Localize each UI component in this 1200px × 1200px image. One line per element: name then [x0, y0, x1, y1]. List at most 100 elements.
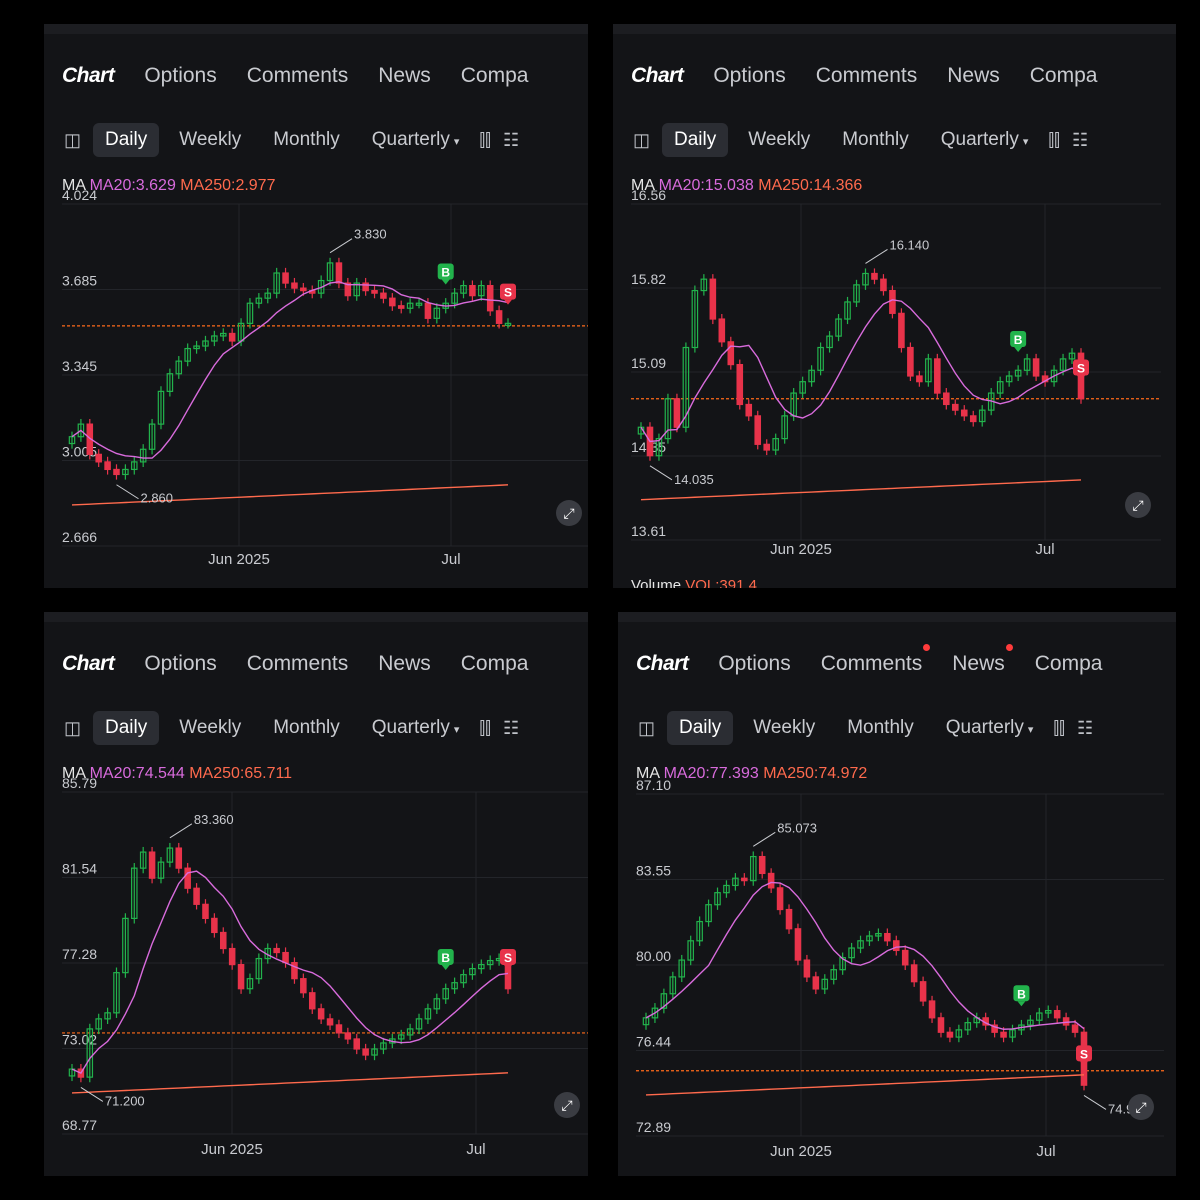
- candle[interactable]: [808, 369, 815, 383]
- candle[interactable]: [380, 292, 387, 299]
- candle[interactable]: [758, 855, 766, 875]
- candle[interactable]: [300, 287, 307, 292]
- candle[interactable]: [1050, 369, 1058, 383]
- candle[interactable]: [910, 964, 918, 983]
- candle[interactable]: [1000, 1031, 1007, 1038]
- candle[interactable]: [397, 305, 405, 309]
- candle[interactable]: [880, 278, 887, 292]
- expand-icon[interactable]: ⤢: [556, 500, 582, 526]
- candle[interactable]: [660, 993, 668, 1009]
- candle[interactable]: [139, 448, 147, 463]
- candle[interactable]: [763, 443, 771, 451]
- candle[interactable]: [255, 297, 263, 304]
- candle[interactable]: [469, 284, 476, 297]
- sell-marker[interactable]: S: [1076, 1045, 1092, 1067]
- candle[interactable]: [839, 957, 846, 971]
- tab-options[interactable]: Options: [144, 652, 216, 676]
- candlestick-icon[interactable]: ⫿⫿: [1053, 717, 1065, 738]
- candle[interactable]: [113, 972, 120, 1014]
- period-monthly[interactable]: Monthly: [830, 123, 921, 157]
- period-monthly[interactable]: Monthly: [261, 711, 352, 745]
- candle[interactable]: [785, 908, 793, 930]
- candle[interactable]: [380, 1042, 387, 1050]
- candle[interactable]: [749, 855, 757, 882]
- candle[interactable]: [835, 318, 842, 337]
- tab-comments[interactable]: Comments: [816, 64, 918, 88]
- candle[interactable]: [776, 887, 784, 911]
- candlestick-icon[interactable]: ⫿⫿: [479, 717, 491, 738]
- candle[interactable]: [433, 307, 441, 319]
- candle[interactable]: [857, 940, 864, 949]
- candle[interactable]: [682, 346, 690, 428]
- candle[interactable]: [960, 409, 968, 417]
- tab-news[interactable]: News: [952, 644, 1013, 676]
- candle[interactable]: [104, 1012, 111, 1020]
- candle[interactable]: [202, 903, 209, 919]
- candle[interactable]: [478, 964, 485, 970]
- tab-options[interactable]: Options: [718, 652, 790, 676]
- candle[interactable]: [406, 1028, 414, 1036]
- sell-marker[interactable]: S: [500, 948, 516, 970]
- candlestick-icon[interactable]: ⫿⫿: [1048, 129, 1060, 150]
- candle[interactable]: [219, 931, 227, 950]
- candle[interactable]: [415, 302, 423, 306]
- candle[interactable]: [964, 1022, 972, 1031]
- candle[interactable]: [442, 988, 449, 1000]
- candle[interactable]: [504, 322, 512, 326]
- candle[interactable]: [389, 297, 396, 307]
- candle[interactable]: [362, 282, 369, 292]
- candle[interactable]: [335, 1024, 343, 1034]
- period-weekly[interactable]: Weekly: [741, 711, 827, 745]
- candle[interactable]: [131, 867, 138, 919]
- candle[interactable]: [821, 978, 829, 990]
- candle[interactable]: [353, 1038, 361, 1050]
- candle[interactable]: [166, 847, 174, 863]
- candle[interactable]: [415, 1018, 423, 1030]
- candle[interactable]: [175, 360, 183, 375]
- candle[interactable]: [696, 920, 703, 942]
- candle[interactable]: [460, 974, 467, 984]
- candle[interactable]: [736, 363, 744, 406]
- candle[interactable]: [866, 935, 873, 942]
- candle[interactable]: [767, 872, 775, 889]
- candle[interactable]: [193, 887, 200, 905]
- candle[interactable]: [898, 312, 905, 349]
- candle[interactable]: [928, 1000, 936, 1019]
- sell-marker[interactable]: S: [1073, 359, 1089, 381]
- sell-marker[interactable]: S: [500, 283, 516, 305]
- candle[interactable]: [122, 468, 129, 476]
- tab-options[interactable]: Options: [144, 64, 216, 88]
- candle[interactable]: [1059, 358, 1067, 371]
- tab-chart[interactable]: Chart: [62, 64, 115, 88]
- buy-marker[interactable]: B: [1013, 985, 1030, 1007]
- expand-icon[interactable]: ⤢: [554, 1092, 580, 1118]
- candle[interactable]: [122, 917, 129, 974]
- candle[interactable]: [211, 917, 218, 934]
- candle[interactable]: [700, 278, 708, 292]
- candle[interactable]: [1009, 1029, 1016, 1038]
- period-quarterly[interactable]: Quarterly ▾: [934, 711, 1046, 745]
- period-weekly[interactable]: Weekly: [736, 123, 822, 157]
- candle[interactable]: [282, 951, 289, 964]
- candle[interactable]: [691, 289, 699, 349]
- tab-comments[interactable]: Comments: [247, 652, 349, 676]
- candle[interactable]: [718, 318, 726, 343]
- candle[interactable]: [916, 375, 923, 383]
- period-weekly[interactable]: Weekly: [167, 123, 253, 157]
- candle[interactable]: [741, 877, 748, 882]
- expand-icon[interactable]: ⤢: [1128, 1094, 1154, 1120]
- candle[interactable]: [844, 301, 851, 320]
- candle[interactable]: [451, 982, 458, 990]
- layout-toggle-icon[interactable]: ◫: [64, 717, 82, 738]
- candle[interactable]: [745, 403, 753, 417]
- candlestick-chart[interactable]: 85.79 81.54 77.28 73.02 68.77 Jun 2025 Jul 83.3…: [44, 612, 588, 1176]
- candle[interactable]: [139, 851, 147, 869]
- buy-marker[interactable]: B: [1010, 331, 1027, 353]
- candle[interactable]: [655, 438, 663, 457]
- grid-icon[interactable]: ☷: [502, 717, 520, 738]
- tab-news[interactable]: News: [378, 64, 431, 88]
- candle[interactable]: [131, 461, 138, 471]
- tab-compa[interactable]: Compa: [461, 652, 529, 676]
- candle[interactable]: [709, 278, 717, 320]
